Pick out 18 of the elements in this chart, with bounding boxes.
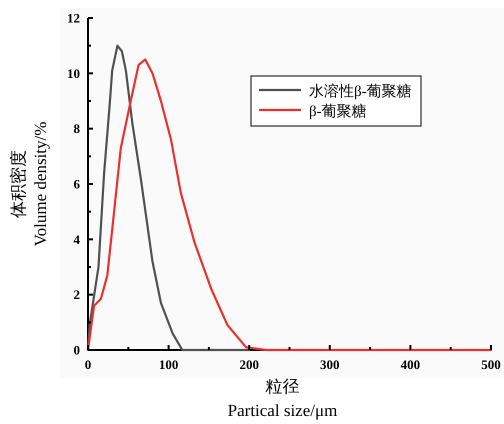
y-tick-label: 4 — [74, 232, 80, 247]
x-tick-label: 0 — [84, 357, 92, 372]
x-tick-label: 200 — [239, 357, 259, 372]
y-tick-label: 6 — [74, 176, 80, 192]
y-tick-label: 8 — [74, 121, 80, 136]
y-tick-label: 12 — [67, 10, 80, 26]
y-tick-label: 2 — [74, 287, 80, 302]
legend-label: 水溶性β-葡聚糖 — [309, 83, 412, 100]
y-axis-title: 体积密度 Volume density/% — [9, 122, 50, 246]
legend-label: β-葡聚糖 — [309, 103, 367, 120]
y-tick-label: 0 — [74, 342, 80, 358]
line-series — [86, 44, 250, 352]
x-tick-label: 500 — [481, 357, 501, 372]
x-tick-label: 300 — [320, 357, 340, 372]
x-tick-label: 400 — [400, 357, 420, 372]
x-tick-label: 100 — [158, 357, 178, 372]
y-tick-label: 10 — [67, 66, 80, 81]
x-axis-title: 粒径 Partical size/μm — [228, 377, 338, 420]
